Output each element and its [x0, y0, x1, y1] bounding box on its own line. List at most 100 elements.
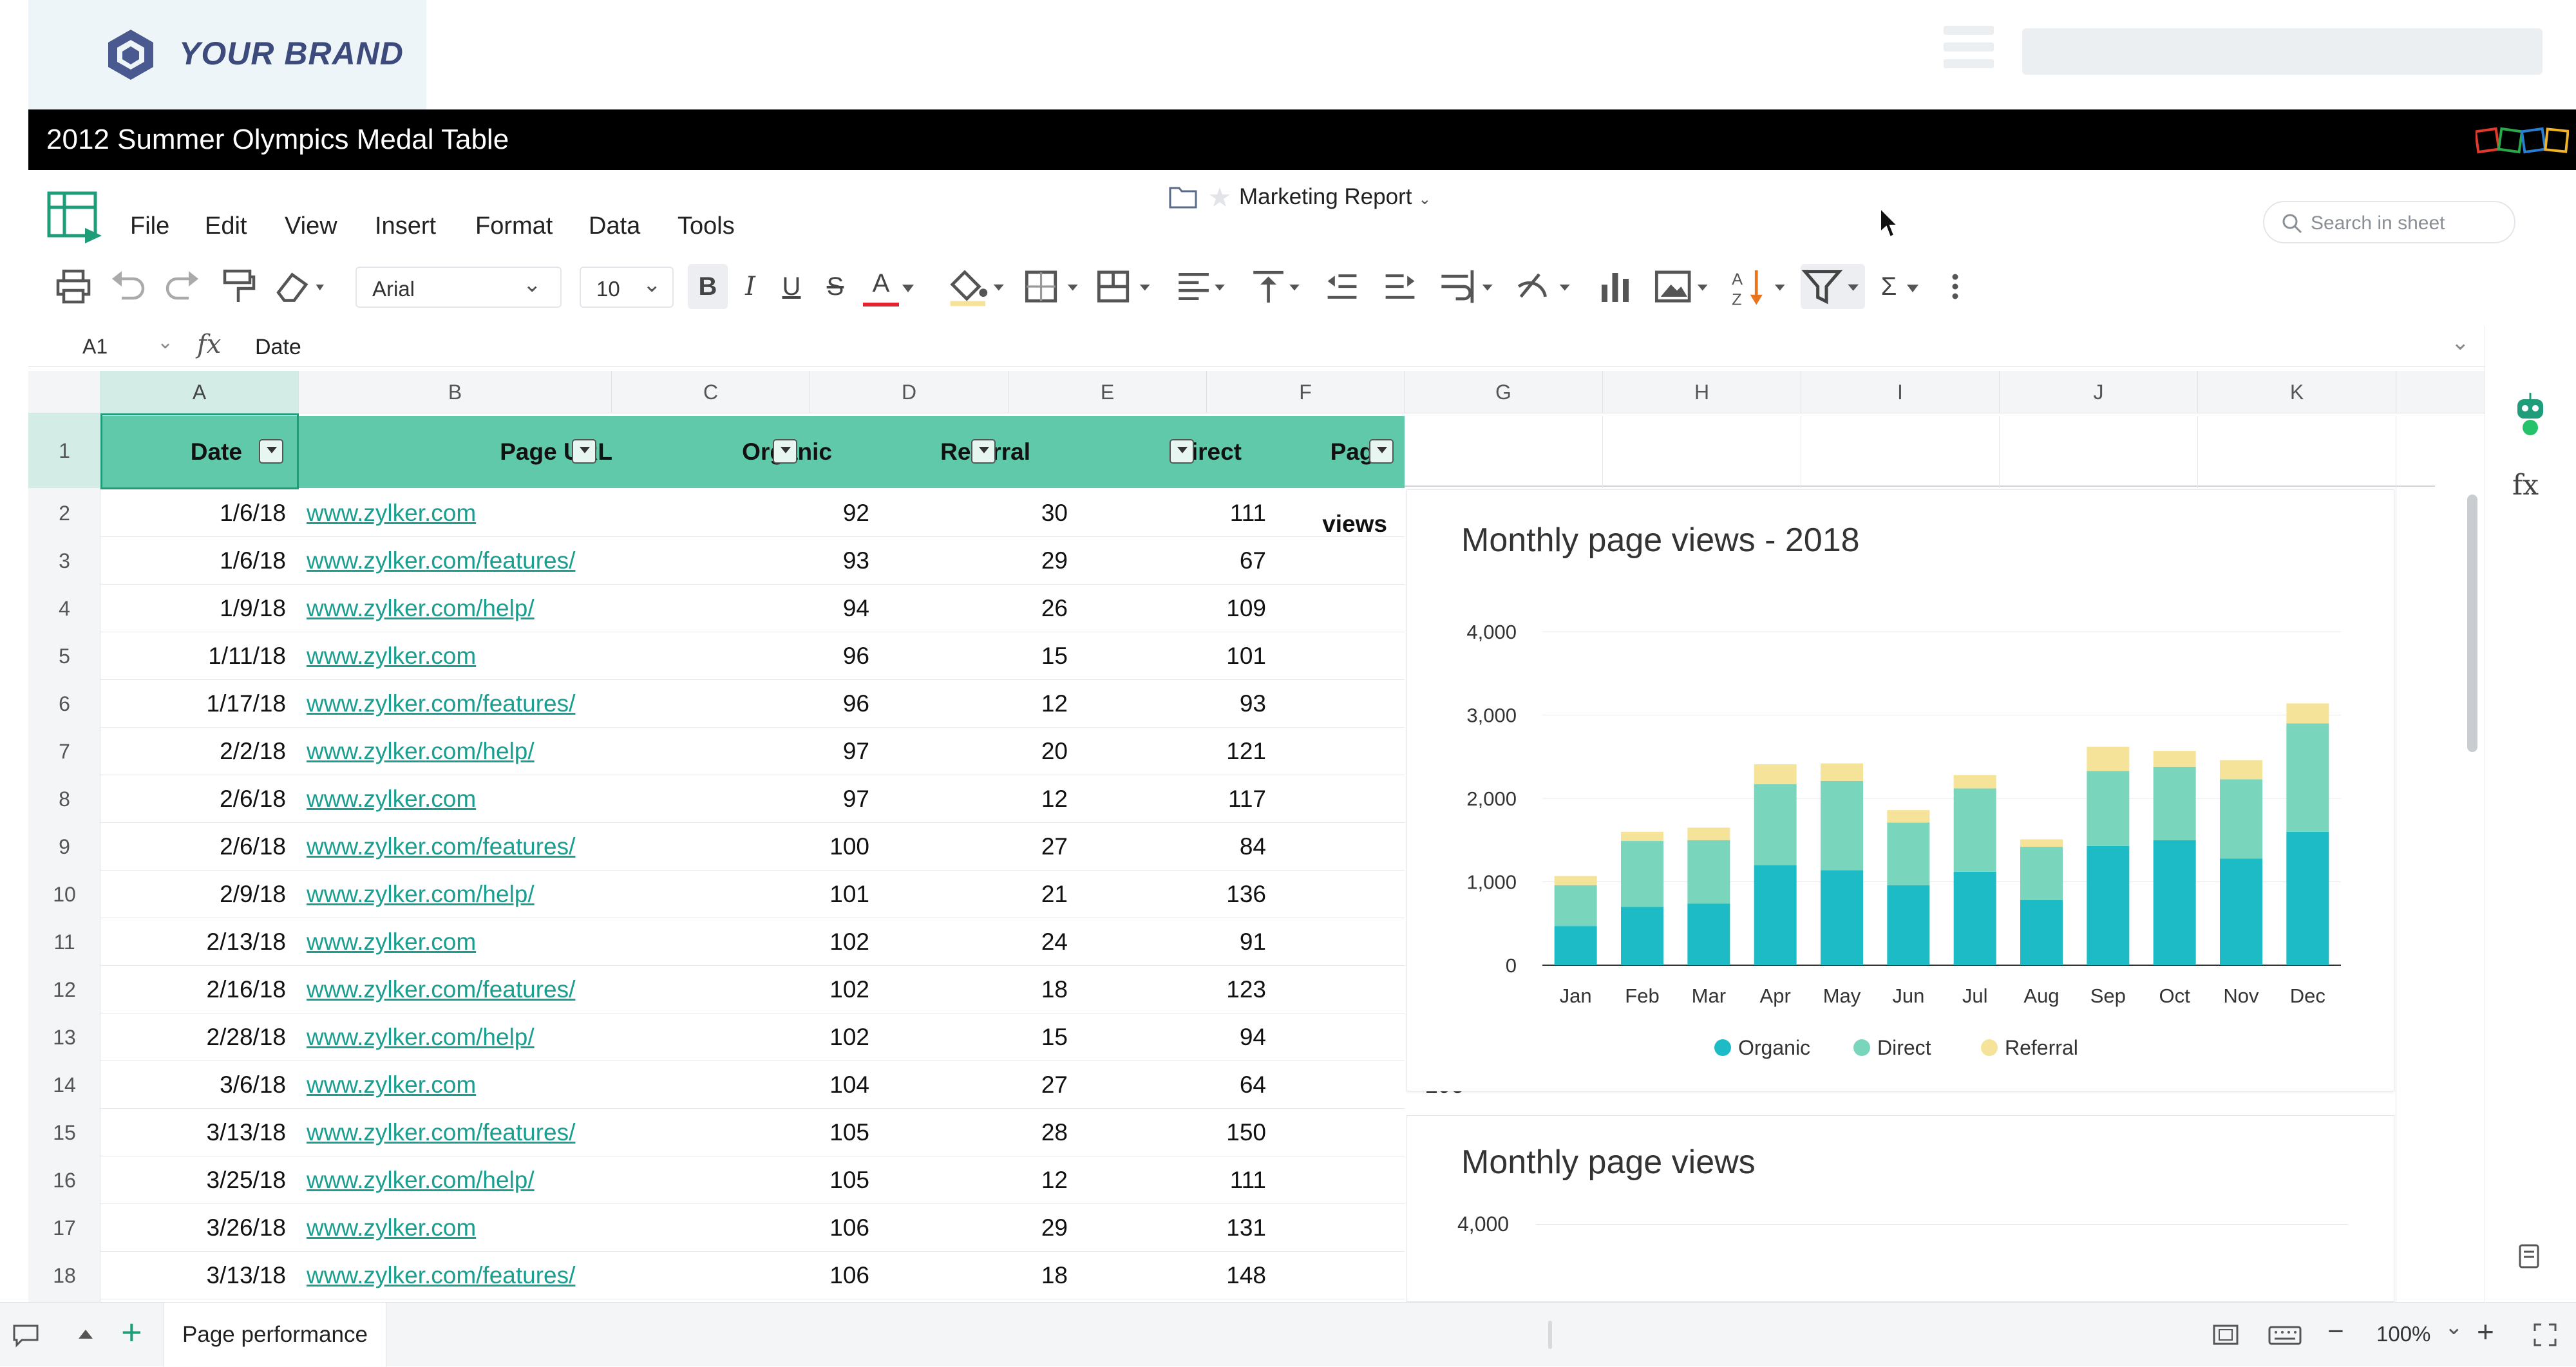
row-header[interactable]: 14	[53, 1073, 76, 1097]
row-header[interactable]: 18	[53, 1264, 76, 1287]
row-header[interactable]: 3	[59, 549, 70, 572]
sort-icon[interactable]: AZ	[1730, 264, 1789, 309]
url-link[interactable]: www.zylker.com/features/	[307, 1262, 576, 1288]
function-panel-icon[interactable]: fx	[2512, 469, 2539, 502]
filter-dropdown-button[interactable]	[259, 439, 283, 464]
header-organic[interactable]: Organic	[684, 416, 832, 488]
insert-image-icon[interactable]	[1653, 264, 1712, 309]
chevron-down-icon[interactable]	[900, 264, 916, 309]
row-header[interactable]: 9	[59, 835, 70, 858]
expand-formula-icon[interactable]: ⌄	[2451, 330, 2470, 355]
page-layout-icon[interactable]	[2211, 1322, 2240, 1348]
row-header[interactable]: 11	[53, 930, 75, 954]
chevron-down-icon[interactable]: ⌄	[157, 332, 174, 353]
star-icon[interactable]	[1208, 185, 1231, 209]
more-options-icon[interactable]	[1947, 264, 1963, 309]
sheet-app-icon[interactable]	[46, 191, 104, 246]
italic-button[interactable]: I	[745, 272, 755, 301]
url-link[interactable]: www.zylker.com/features/	[307, 976, 576, 1003]
column-header-f[interactable]: F	[1207, 371, 1405, 413]
underline-button[interactable]: U	[782, 272, 801, 301]
filter-dropdown-button[interactable]	[1170, 439, 1194, 464]
row-header[interactable]: 6	[59, 692, 70, 715]
brand-search-bar[interactable]	[2022, 28, 2543, 75]
row-header[interactable]: 8	[59, 787, 70, 811]
row-header[interactable]: 2	[59, 502, 70, 525]
clear-format-icon[interactable]	[274, 264, 326, 309]
column-header-c[interactable]: C	[612, 371, 810, 413]
menu-insert[interactable]: Insert	[375, 212, 437, 240]
column-header-k[interactable]: K	[2198, 371, 2396, 413]
row-header[interactable]: 12	[53, 978, 76, 1001]
scrollbar-thumb[interactable]	[2467, 495, 2477, 752]
chat-icon[interactable]	[12, 1322, 40, 1348]
zoom-out-button[interactable]: −	[2327, 1315, 2344, 1347]
menu-view[interactable]: View	[285, 212, 337, 240]
column-header-h[interactable]: H	[1603, 371, 1801, 413]
borders-icon[interactable]	[1023, 264, 1082, 309]
url-link[interactable]: www.zylker.com/help/	[307, 595, 535, 621]
decrease-indent-icon[interactable]	[1324, 264, 1360, 309]
sheet-tab-page-performance[interactable]: Page performance	[164, 1303, 386, 1367]
merge-cells-icon[interactable]	[1095, 264, 1154, 309]
font-family-select[interactable]: Arial ⌄	[355, 267, 562, 308]
column-header-d[interactable]: D	[810, 371, 1009, 413]
menu-edit[interactable]: Edit	[205, 212, 247, 240]
header-referral[interactable]: Referral	[882, 416, 1030, 488]
url-link[interactable]: www.zylker.com/features/	[307, 690, 576, 717]
bold-button[interactable]: B	[688, 264, 728, 309]
url-link[interactable]: www.zylker.com	[307, 1071, 477, 1098]
filter-dropdown-button[interactable]	[773, 439, 797, 464]
paint-format-icon[interactable]	[219, 264, 258, 309]
vertical-align-icon[interactable]	[1249, 264, 1303, 309]
header-direct[interactable]: Direct	[1174, 438, 1242, 465]
hamburger-menu-icon[interactable]	[1944, 26, 1994, 77]
row-header[interactable]: 4	[59, 597, 70, 620]
row-header[interactable]: 13	[53, 1026, 76, 1049]
column-header-j[interactable]: J	[2000, 371, 2198, 413]
header-date[interactable]: Date	[190, 438, 242, 465]
url-link[interactable]: www.zylker.com/help/	[307, 881, 535, 907]
filter-dropdown-button[interactable]	[971, 439, 996, 464]
row-header[interactable]: 10	[53, 883, 76, 906]
filter-dropdown-button[interactable]	[572, 439, 596, 464]
url-link[interactable]: www.zylker.com	[307, 1214, 477, 1241]
url-link[interactable]: www.zylker.com	[307, 500, 477, 526]
row-header[interactable]: 16	[53, 1169, 76, 1192]
row-header[interactable]: 5	[59, 645, 70, 668]
column-header-g[interactable]: G	[1405, 371, 1603, 413]
formula-input[interactable]: Date	[255, 335, 301, 359]
url-link[interactable]: www.zylker.com/help/	[307, 738, 535, 764]
sum-button[interactable]: Σ	[1880, 272, 1897, 301]
chevron-down-icon[interactable]: ⌄	[2445, 1315, 2463, 1339]
redo-icon[interactable]	[164, 264, 202, 309]
increase-indent-icon[interactable]	[1382, 264, 1418, 309]
keyboard-icon[interactable]	[2267, 1322, 2303, 1348]
url-link[interactable]: www.zylker.com/help/	[307, 1167, 535, 1193]
horizontal-scroll-handle[interactable]	[1548, 1321, 1552, 1349]
menu-format[interactable]: Format	[475, 212, 553, 240]
search-in-sheet-input[interactable]: Search in sheet	[2263, 201, 2515, 243]
url-link[interactable]: www.zylker.com/features/	[307, 833, 576, 860]
select-all-corner[interactable]	[28, 371, 100, 413]
url-link[interactable]: www.zylker.com/features/	[307, 547, 576, 574]
column-header-b[interactable]: B	[299, 371, 612, 413]
row-header[interactable]: 1	[28, 413, 100, 488]
document-name[interactable]: Marketing Report ⌄	[1239, 184, 1431, 210]
bot-assistant-icon[interactable]	[2511, 390, 2550, 440]
row-header[interactable]: 15	[53, 1121, 76, 1144]
font-color-button[interactable]: A	[863, 264, 899, 306]
align-left-icon[interactable]	[1175, 264, 1229, 309]
url-link[interactable]: www.zylker.com/features/	[307, 1119, 576, 1145]
url-link[interactable]: www.zylker.com	[307, 643, 477, 669]
column-header-a[interactable]: A	[100, 371, 299, 413]
column-header-e[interactable]: E	[1009, 371, 1207, 413]
menu-tools[interactable]: Tools	[677, 212, 735, 240]
sheet-notes-icon[interactable]	[2517, 1243, 2543, 1271]
insert-chart-icon[interactable]	[1596, 264, 1634, 309]
add-sheet-button[interactable]: +	[121, 1312, 142, 1352]
zoom-level[interactable]: 100%	[2376, 1322, 2431, 1346]
url-link[interactable]: www.zylker.com	[307, 929, 477, 955]
column-header-i[interactable]: I	[1801, 371, 2000, 413]
chart-monthly-page-views[interactable]: Monthly page views 4,000	[1406, 1115, 2394, 1302]
